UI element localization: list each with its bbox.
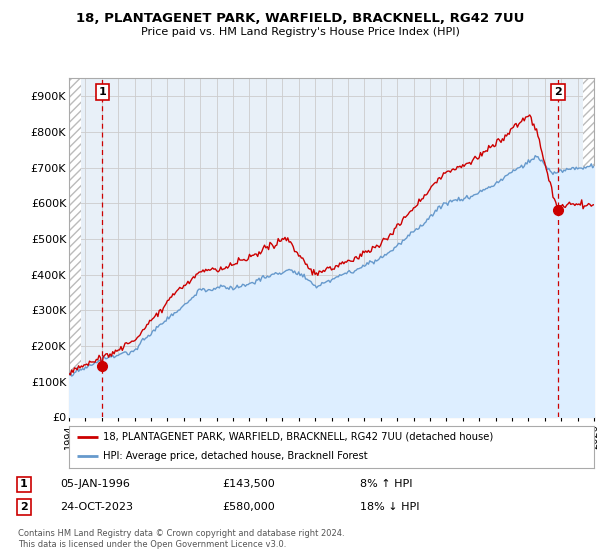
Text: 1: 1 (98, 87, 106, 97)
Text: £143,500: £143,500 (222, 479, 275, 489)
Text: 24-OCT-2023: 24-OCT-2023 (60, 502, 133, 512)
Text: Contains HM Land Registry data © Crown copyright and database right 2024.
This d: Contains HM Land Registry data © Crown c… (18, 529, 344, 549)
Text: 2: 2 (554, 87, 562, 97)
Text: 05-JAN-1996: 05-JAN-1996 (60, 479, 130, 489)
Text: 18, PLANTAGENET PARK, WARFIELD, BRACKNELL, RG42 7UU (detached house): 18, PLANTAGENET PARK, WARFIELD, BRACKNEL… (103, 432, 493, 442)
Text: 18% ↓ HPI: 18% ↓ HPI (360, 502, 419, 512)
Text: 18, PLANTAGENET PARK, WARFIELD, BRACKNELL, RG42 7UU: 18, PLANTAGENET PARK, WARFIELD, BRACKNEL… (76, 12, 524, 25)
Text: HPI: Average price, detached house, Bracknell Forest: HPI: Average price, detached house, Brac… (103, 451, 368, 461)
Text: £580,000: £580,000 (222, 502, 275, 512)
Text: 1: 1 (20, 479, 28, 489)
Text: Price paid vs. HM Land Registry's House Price Index (HPI): Price paid vs. HM Land Registry's House … (140, 27, 460, 37)
Text: 2: 2 (20, 502, 28, 512)
Text: 8% ↑ HPI: 8% ↑ HPI (360, 479, 413, 489)
